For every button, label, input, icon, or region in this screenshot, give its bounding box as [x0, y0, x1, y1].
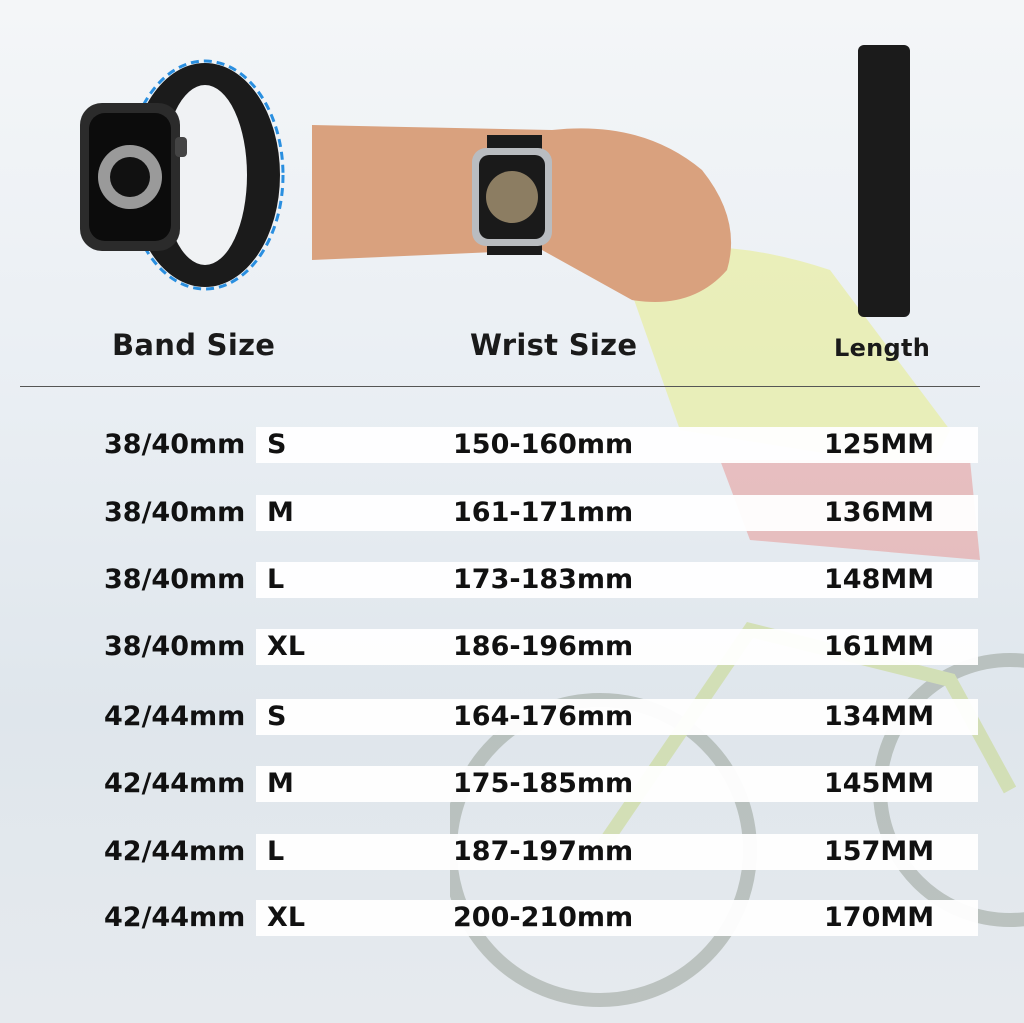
length-cell: 161MM: [824, 631, 935, 662]
row-background: [256, 834, 978, 870]
length-cell: 134MM: [824, 701, 935, 732]
wrist-size-cell: 175-185mm: [453, 768, 634, 799]
row-background: [256, 495, 978, 531]
header-divider: [20, 386, 980, 387]
length-cell: 148MM: [824, 564, 935, 595]
wrist-size-cell: 161-171mm: [453, 497, 634, 528]
band-length-image: [858, 45, 910, 317]
row-background: [256, 766, 978, 802]
table-row: 42/44mm M 175-185mm 145MM: [0, 764, 1024, 804]
row-background: [256, 900, 978, 936]
size-letter-cell: S: [267, 701, 287, 732]
row-background: [256, 562, 978, 598]
wrist-size-cell: 164-176mm: [453, 701, 634, 732]
length-cell: 136MM: [824, 497, 935, 528]
size-letter-cell: XL: [267, 631, 306, 662]
wrist-size-cell: 186-196mm: [453, 631, 634, 662]
row-background: [256, 629, 978, 665]
length-cell: 125MM: [824, 429, 935, 460]
table-row: 42/44mm L 187-197mm 157MM: [0, 832, 1024, 872]
band-size-cell: 38/40mm: [104, 564, 246, 595]
wrist-photo: [312, 125, 732, 302]
size-letter-cell: M: [267, 497, 294, 528]
size-letter-cell: L: [267, 564, 285, 595]
size-letter-cell: L: [267, 836, 285, 867]
table-row: 42/44mm XL 200-210mm 170MM: [0, 898, 1024, 938]
length-header: Length: [834, 334, 931, 362]
table-row: 38/40mm XL 186-196mm 161MM: [0, 627, 1024, 667]
length-cell: 157MM: [824, 836, 935, 867]
band-size-cell: 42/44mm: [104, 836, 246, 867]
row-background: [256, 699, 978, 735]
band-size-cell: 38/40mm: [104, 429, 246, 460]
band-size-cell: 38/40mm: [104, 631, 246, 662]
wrist-size-cell: 173-183mm: [453, 564, 634, 595]
table-row: 38/40mm L 173-183mm 148MM: [0, 560, 1024, 600]
wrist-size-header: Wrist Size: [470, 328, 638, 362]
table-row: 42/44mm S 164-176mm 134MM: [0, 697, 1024, 737]
band-size-header: Band Size: [112, 328, 276, 362]
table-row: 38/40mm S 150-160mm 125MM: [0, 425, 1024, 465]
band-size-cell: 38/40mm: [104, 497, 246, 528]
band-size-cell: 42/44mm: [104, 701, 246, 732]
row-background: [256, 427, 978, 463]
wrist-size-cell: 150-160mm: [453, 429, 634, 460]
watch-band-image: [80, 59, 285, 291]
band-size-cell: 42/44mm: [104, 902, 246, 933]
wrist-size-cell: 200-210mm: [453, 902, 634, 933]
length-cell: 170MM: [824, 902, 935, 933]
length-cell: 145MM: [824, 768, 935, 799]
table-row: 38/40mm M 161-171mm 136MM: [0, 493, 1024, 533]
size-letter-cell: S: [267, 429, 287, 460]
size-letter-cell: XL: [267, 902, 306, 933]
band-size-cell: 42/44mm: [104, 768, 246, 799]
wrist-size-cell: 187-197mm: [453, 836, 634, 867]
size-letter-cell: M: [267, 768, 294, 799]
